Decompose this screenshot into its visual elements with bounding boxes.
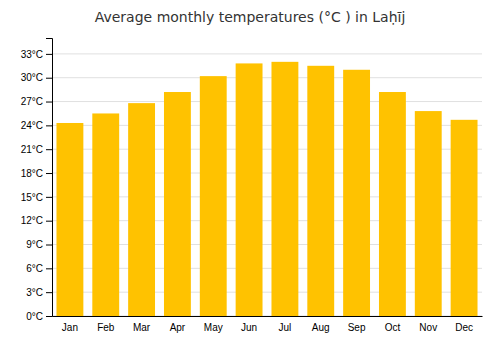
y-tick-label: 15°C xyxy=(21,192,43,203)
y-tick-label: 27°C xyxy=(21,96,43,107)
y-tick-label: 6°C xyxy=(26,263,43,274)
y-tick-mark xyxy=(46,245,52,246)
bar xyxy=(307,66,334,316)
y-tick: 27°C xyxy=(21,96,52,107)
x-tick: Dec xyxy=(455,322,473,333)
x-tick: Mar xyxy=(133,322,151,333)
y-tick-label: 33°C xyxy=(21,49,43,60)
y-tick: 18°C xyxy=(21,168,52,179)
x-tick-label: Dec xyxy=(455,322,473,333)
y-tick-label: 30°C xyxy=(21,72,43,83)
x-tick: Nov xyxy=(419,322,437,333)
grid-line xyxy=(52,77,482,78)
y-tick-mark xyxy=(46,268,52,269)
y-tick-mark xyxy=(46,125,52,126)
y-tick: 30°C xyxy=(21,72,52,83)
x-tick: Jul xyxy=(279,322,292,333)
x-axis-line xyxy=(53,316,483,317)
y-tick: 0°C xyxy=(26,311,52,322)
chart: 0°C 3°C 6°C 9°C 12°C 15°C 18°C 21°C 24°C 27°C 30°C… xyxy=(0,0,500,350)
y-tick-label: 12°C xyxy=(21,215,43,226)
y-tick-mark xyxy=(46,292,52,293)
y-tick-mark xyxy=(46,221,52,222)
y-tick: 15°C xyxy=(21,192,52,203)
x-tick-label: Oct xyxy=(385,322,401,333)
plot: 0°C 3°C 6°C 9°C 12°C 15°C 18°C 21°C 24°C 27°C 30°C… xyxy=(21,39,483,334)
x-tick-label: Nov xyxy=(419,322,437,333)
y-tick-mark xyxy=(46,197,52,198)
x-axis: Jan Feb Mar Apr May Jun Jul Aug Sep Oct Nov Dec xyxy=(53,317,483,334)
x-tick: Aug xyxy=(312,322,330,333)
y-tick: 3°C xyxy=(26,287,52,298)
bar xyxy=(92,113,119,316)
x-tick: Jun xyxy=(241,322,257,333)
x-tick: Jan xyxy=(62,322,78,333)
grid xyxy=(52,54,482,316)
bar xyxy=(451,120,478,316)
x-tick-label: Jun xyxy=(241,322,257,333)
y-tick: 12°C xyxy=(21,215,52,226)
y-tick: 9°C xyxy=(26,239,52,250)
y-tick-label: 0°C xyxy=(26,311,43,322)
bar xyxy=(236,63,263,316)
x-tick-label: Apr xyxy=(170,322,186,333)
y-tick-mark xyxy=(46,54,52,55)
x-tick: Sep xyxy=(348,322,366,333)
x-tick-label: Jul xyxy=(279,322,292,333)
y-tick: 33°C xyxy=(21,49,52,60)
y-tick-label: 18°C xyxy=(21,168,43,179)
bar xyxy=(343,70,370,316)
x-tick: Oct xyxy=(385,322,401,333)
y-tick-label: 3°C xyxy=(26,287,43,298)
x-tick-label: Jan xyxy=(62,322,78,333)
y-tick: 6°C xyxy=(26,263,52,274)
grid-line xyxy=(52,53,482,54)
bar xyxy=(56,123,83,316)
bar xyxy=(164,92,191,316)
bar xyxy=(379,92,406,316)
y-tick-mark xyxy=(46,149,52,150)
x-tick-label: May xyxy=(204,322,223,333)
bars xyxy=(56,62,477,316)
x-tick-label: Aug xyxy=(312,322,330,333)
y-tick-mark xyxy=(46,316,52,317)
y-axis: 0°C 3°C 6°C 9°C 12°C 15°C 18°C 21°C 24°C 27°C 30°C… xyxy=(21,39,53,322)
x-tick: Apr xyxy=(170,322,186,333)
y-tick: 24°C xyxy=(21,120,52,131)
y-tick-mark xyxy=(46,102,52,103)
bar xyxy=(200,76,227,316)
y-tick-mark xyxy=(46,78,52,79)
y-tick: 21°C xyxy=(21,144,52,155)
y-tick-label: 9°C xyxy=(26,239,43,250)
x-tick-label: Sep xyxy=(348,322,366,333)
x-tick: May xyxy=(204,322,223,333)
bar xyxy=(271,62,298,316)
y-tick-label: 24°C xyxy=(21,120,43,131)
title: Average monthly temperatures (°C ) in La… xyxy=(95,9,406,25)
x-tick-label: Mar xyxy=(133,322,151,333)
x-tick: Feb xyxy=(97,322,115,333)
bar xyxy=(128,103,155,316)
grid-line xyxy=(52,101,482,102)
y-tick-mark xyxy=(46,173,52,174)
y-axis-line xyxy=(46,39,53,317)
x-tick-label: Feb xyxy=(97,322,115,333)
y-tick-label: 21°C xyxy=(21,144,43,155)
bar xyxy=(415,111,442,316)
